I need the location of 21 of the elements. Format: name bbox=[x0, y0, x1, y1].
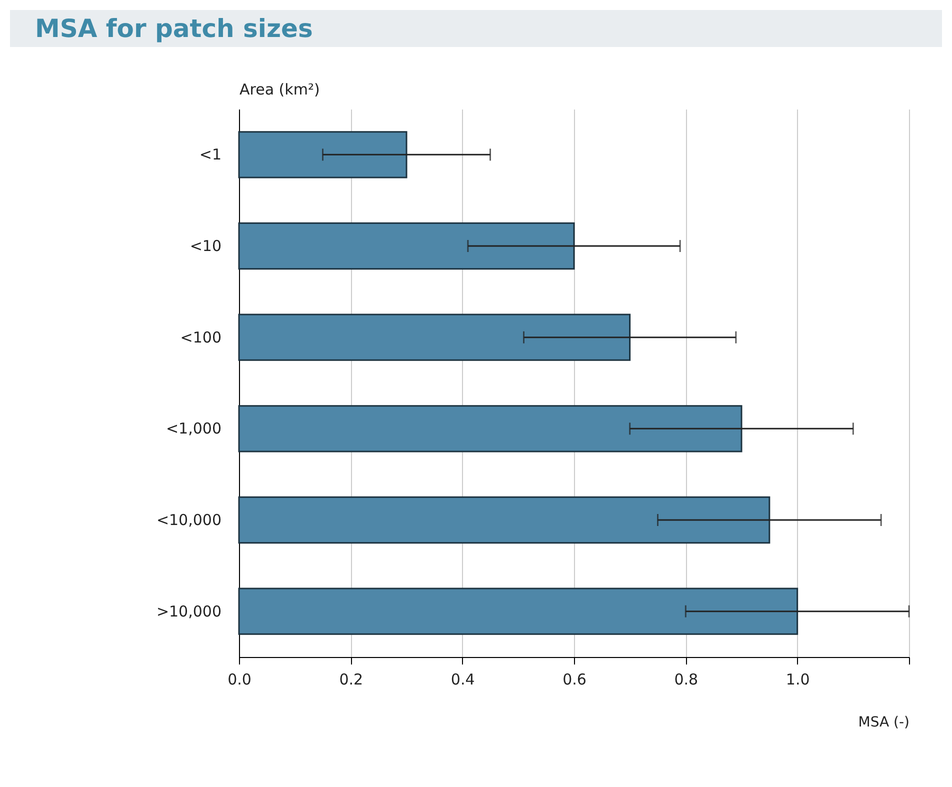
x-tick-label: 0.2 bbox=[339, 670, 364, 688]
bar bbox=[238, 405, 742, 452]
chart-title: MSA for patch sizes bbox=[10, 10, 942, 47]
x-tick-label: 0.4 bbox=[450, 670, 475, 688]
bar bbox=[238, 314, 631, 361]
y-tick-label: <1 bbox=[199, 146, 222, 164]
bar bbox=[238, 131, 408, 178]
y-tick-label: <10,000 bbox=[156, 511, 222, 529]
x-tick-label: 0.8 bbox=[674, 670, 698, 688]
bar bbox=[238, 222, 575, 270]
y-tick-label: <10 bbox=[190, 237, 222, 255]
y-tick-label: <1,000 bbox=[166, 420, 222, 438]
text: 1.0 bbox=[786, 670, 810, 688]
y-tick-label: >10,000 bbox=[156, 602, 222, 620]
y-axis-title: Area (km²) bbox=[240, 80, 320, 98]
x-tick-label: 0.6 bbox=[562, 670, 586, 688]
bar bbox=[238, 588, 798, 635]
text: 0.0 bbox=[228, 670, 252, 688]
x-axis-title: MSA (-) bbox=[858, 714, 910, 730]
bar bbox=[238, 496, 770, 544]
y-tick-label: <100 bbox=[180, 328, 222, 346]
